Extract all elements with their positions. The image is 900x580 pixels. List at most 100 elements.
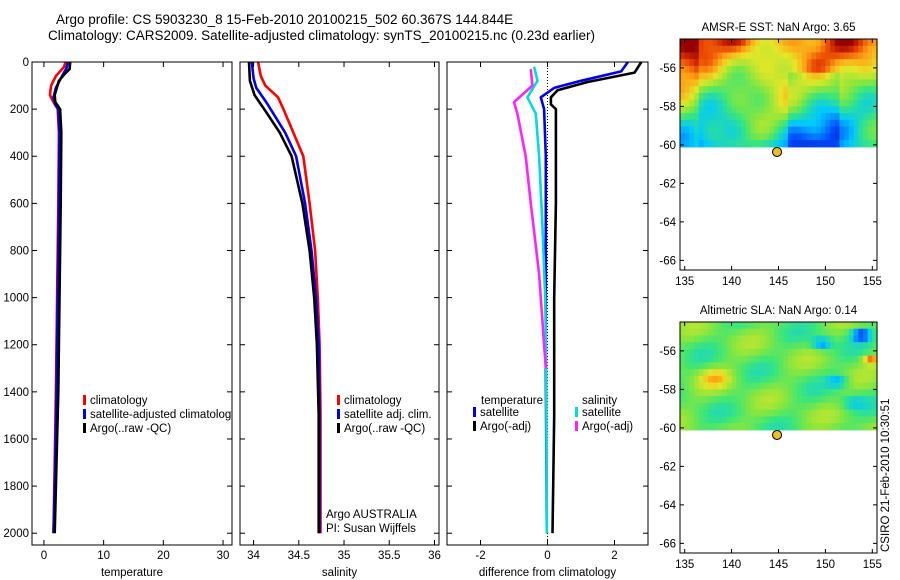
heatmap-cell	[816, 423, 822, 431]
heatmap-cell	[844, 375, 850, 384]
heatmap-cell	[726, 39, 733, 47]
heatmap-cell	[773, 39, 780, 47]
heatmap-cell	[698, 382, 705, 390]
heatmap-cell	[769, 59, 775, 67]
heatmap-cell	[839, 59, 845, 67]
heatmap-cell	[773, 65, 780, 74]
heatmap-cell	[844, 416, 850, 424]
heatmap-cell	[769, 375, 775, 384]
heatmap-cell	[872, 409, 878, 417]
heatmap-cell	[712, 322, 719, 330]
heatmap-cell	[816, 355, 822, 364]
heatmap-cell	[755, 72, 761, 81]
heatmap-cell	[712, 342, 719, 350]
heatmap-cell	[778, 99, 784, 107]
heatmap-cell	[712, 113, 719, 121]
heatmap-cell	[745, 402, 751, 411]
heatmap-cell	[811, 402, 817, 411]
heatmap-cell	[830, 355, 836, 364]
heatmap-cell	[862, 348, 869, 357]
heatmap-cell	[689, 140, 695, 148]
heatmap-cell	[783, 133, 789, 141]
heatmap-cell	[853, 396, 859, 404]
heatmap-cell	[862, 59, 869, 67]
heatmap-cell	[787, 369, 794, 377]
heatmap-cell	[740, 119, 747, 128]
heatmap-cell	[684, 416, 690, 424]
heatmap-cell	[797, 335, 803, 343]
heatmap-cell	[773, 140, 780, 148]
heatmap-cell	[689, 322, 695, 330]
heatmap-cell	[694, 355, 700, 364]
heatmap-cell	[801, 99, 808, 107]
heatmap-cell	[806, 348, 812, 357]
heatmap-cell	[848, 396, 855, 404]
heatmap-cell	[778, 113, 784, 121]
heatmap-cell	[726, 99, 733, 107]
heatmap-cell	[839, 52, 845, 60]
heatmap-cell	[689, 389, 695, 397]
heatmap-cell	[764, 369, 770, 377]
heatmap-cell	[839, 92, 845, 101]
heatmap-cell	[806, 409, 812, 417]
heatmap-cell	[787, 348, 794, 357]
heatmap-cell	[703, 348, 709, 357]
heatmap-cell	[708, 382, 714, 390]
heatmap-cell	[853, 382, 859, 390]
heatmap-cell	[740, 423, 747, 431]
heatmap-cell	[698, 423, 705, 431]
heatmap-cell	[853, 328, 859, 337]
difference-line-temperature-argo-adj-	[549, 62, 643, 534]
heatmap-cell	[717, 355, 723, 364]
heatmap-cell	[717, 362, 723, 370]
heatmap-cell	[787, 86, 794, 94]
longitude-tick-label: 145	[769, 276, 788, 288]
heatmap-cell	[769, 322, 775, 330]
heatmap-cell	[764, 45, 770, 54]
heatmap-cell	[806, 119, 812, 128]
heatmap-cell	[703, 113, 709, 121]
salinity-line-climatology	[256, 62, 322, 534]
heatmap-cell	[736, 79, 742, 87]
heatmap-cell	[764, 52, 770, 60]
heatmap-cell	[844, 45, 850, 54]
heatmap-cell	[736, 106, 742, 114]
heatmap-cell	[858, 126, 864, 134]
heatmap-cell	[801, 362, 808, 370]
heatmap-cell	[783, 362, 789, 370]
temperature-legend-swatch	[83, 409, 86, 419]
heatmap-cell	[680, 369, 686, 377]
heatmap-cell	[811, 92, 817, 101]
heatmap-cell	[712, 375, 719, 384]
heatmap-cell	[722, 389, 728, 397]
heatmap-cell	[736, 423, 742, 431]
heatmap-cell	[801, 133, 808, 141]
temperature-axes-frame	[31, 61, 233, 546]
heatmap-cell	[736, 52, 742, 60]
heatmap-cell	[708, 369, 714, 377]
heatmap-cell	[717, 65, 723, 74]
heatmap-cell	[717, 375, 723, 384]
heatmap-cell	[820, 402, 826, 411]
heatmap-cell	[797, 402, 803, 411]
heatmap-cell	[867, 396, 873, 404]
heatmap-cell	[830, 72, 836, 81]
heatmap-cell	[684, 79, 690, 87]
heatmap-cell	[736, 375, 742, 384]
heatmap-cell	[872, 328, 878, 337]
heatmap-cell	[708, 402, 714, 411]
x-tick-label: 2	[611, 550, 617, 562]
heatmap-cell	[712, 72, 719, 81]
heatmap-cell	[801, 342, 808, 350]
heatmap-cell	[726, 79, 733, 87]
heatmap-cell	[839, 369, 845, 377]
heatmap-cell	[787, 113, 794, 121]
heatmap-cell	[755, 348, 761, 357]
heatmap-cell	[694, 106, 700, 114]
heatmap-cell	[698, 355, 705, 364]
salinity-legend-entry-label: satellite adj. clim.	[344, 409, 432, 421]
heatmap-cell	[722, 140, 728, 148]
heatmap-cell	[750, 99, 756, 107]
heatmap-cell	[801, 72, 808, 81]
heatmap-cell	[848, 375, 855, 384]
